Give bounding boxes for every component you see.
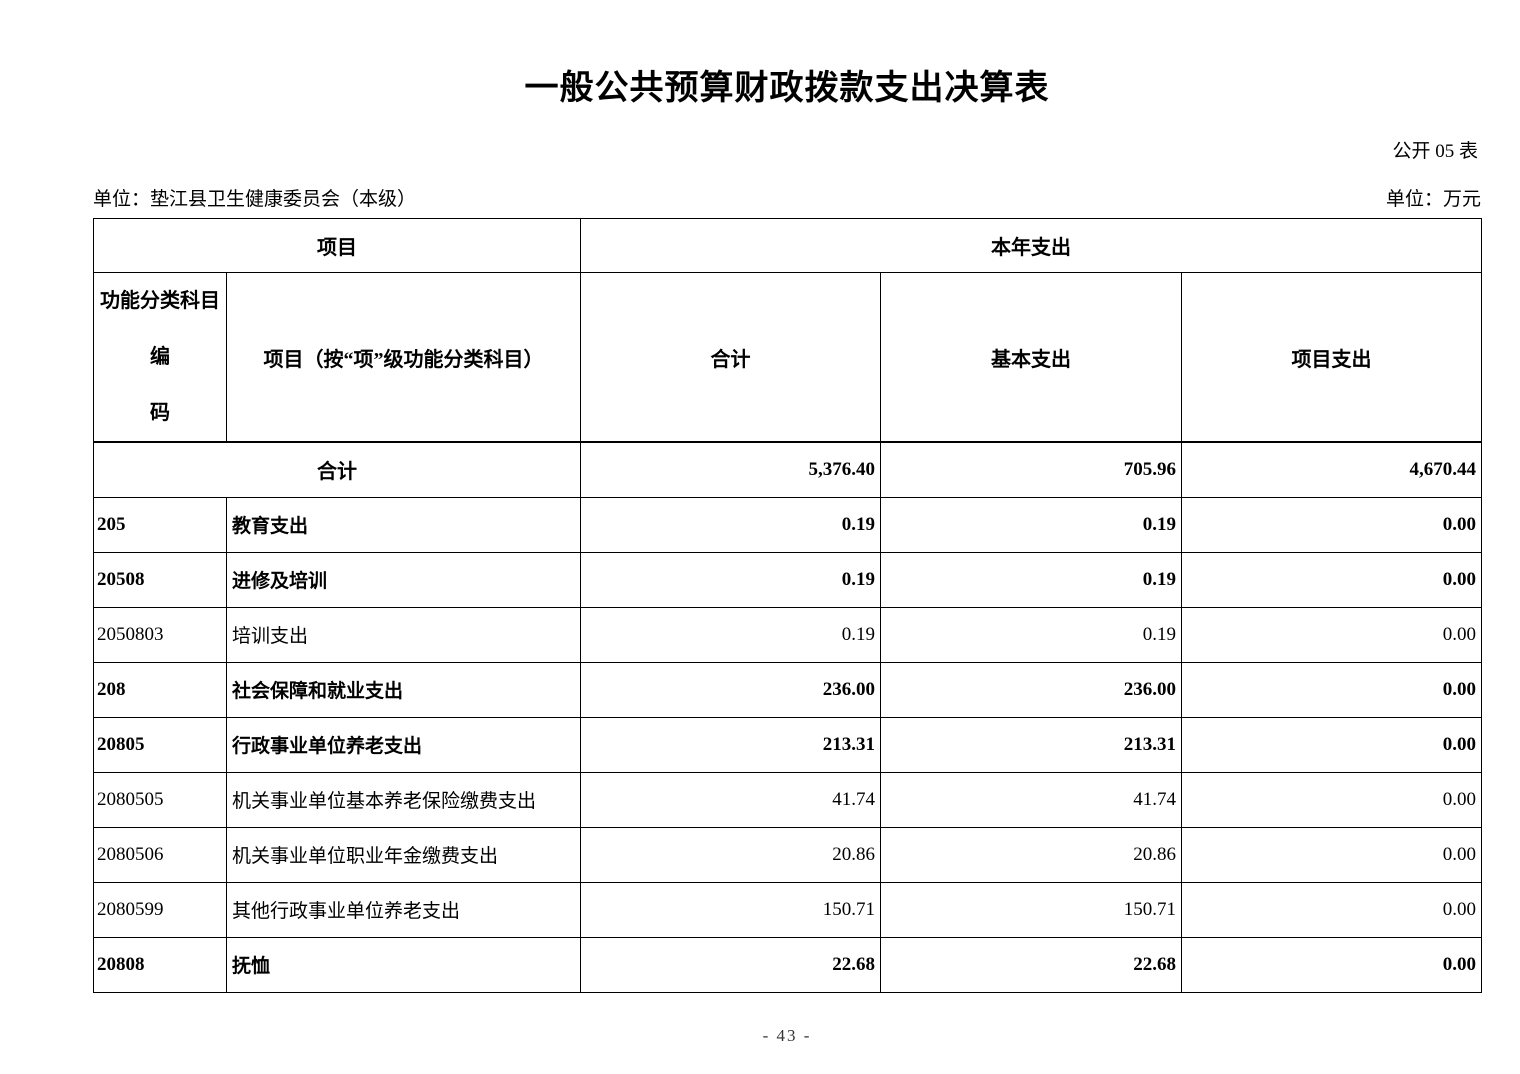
project-cell: 0.00 [1181, 716, 1482, 773]
project-cell: 4,670.44 [1181, 441, 1482, 498]
table-row: 2080506 机关事业单位职业年金缴费支出 20.86 20.86 0.00 [93, 826, 1482, 883]
page-number: - 43 - [762, 1026, 812, 1045]
header-item-group: 项目 [93, 218, 581, 273]
total-cell: 0.19 [580, 551, 881, 608]
page-title: 一般公共预算财政拨款支出决算表 [524, 70, 1050, 107]
total-cell: 236.00 [580, 661, 881, 718]
table-header-group-row: 项目 本年支出 [93, 218, 1482, 273]
header-total: 合计 [580, 272, 881, 443]
basic-cell: 41.74 [880, 771, 1182, 828]
expenditure-table: 项目 本年支出 功能分类科目编 码 项目（按“项”级功能分类科目） 合计 基本支… [93, 218, 1482, 993]
header-year-expenditure-group: 本年支出 [580, 218, 1482, 273]
item-name-cell: 行政事业单位养老支出 [226, 716, 581, 773]
total-cell: 0.19 [580, 496, 881, 553]
project-cell: 0.00 [1181, 551, 1482, 608]
basic-cell: 213.31 [880, 716, 1182, 773]
form-number: 公开 05 表 [1392, 141, 1478, 162]
unit-currency: 单位：万元 [1385, 189, 1481, 210]
table-row: 20508 进修及培训 0.19 0.19 0.00 [93, 551, 1482, 608]
table-row: 20805 行政事业单位养老支出 213.31 213.31 0.00 [93, 716, 1482, 773]
basic-cell: 22.68 [880, 936, 1182, 993]
total-cell: 5,376.40 [580, 441, 881, 498]
code-cell: 205 [93, 496, 227, 553]
total-cell: 150.71 [580, 881, 881, 938]
table-row: 205 教育支出 0.19 0.19 0.00 [93, 496, 1482, 553]
table-row: 2080599 其他行政事业单位养老支出 150.71 150.71 0.00 [93, 881, 1482, 938]
total-cell: 22.68 [580, 936, 881, 993]
item-name-cell: 教育支出 [226, 496, 581, 553]
project-cell: 0.00 [1181, 826, 1482, 883]
project-cell: 0.00 [1181, 771, 1482, 828]
header-basic-expenditure: 基本支出 [880, 272, 1182, 443]
item-name-cell: 进修及培训 [226, 551, 581, 608]
total-cell: 20.86 [580, 826, 881, 883]
basic-cell: 0.19 [880, 551, 1182, 608]
item-name-cell: 机关事业单位基本养老保险缴费支出 [226, 771, 581, 828]
code-cell: 2080599 [93, 881, 227, 938]
table-header-row: 功能分类科目编 码 项目（按“项”级功能分类科目） 合计 基本支出 项目支出 [93, 272, 1482, 443]
basic-cell: 705.96 [880, 441, 1182, 498]
project-cell: 0.00 [1181, 881, 1482, 938]
header-project-expenditure: 项目支出 [1181, 272, 1482, 443]
header-function-code: 功能分类科目编 码 [93, 272, 227, 443]
table-row: 208 社会保障和就业支出 236.00 236.00 0.00 [93, 661, 1482, 718]
table-row-total: 合计 5,376.40 705.96 4,670.44 [93, 441, 1482, 498]
basic-cell: 20.86 [880, 826, 1182, 883]
item-name-cell: 机关事业单位职业年金缴费支出 [226, 826, 581, 883]
basic-cell: 236.00 [880, 661, 1182, 718]
item-name-cell: 合计 [93, 441, 581, 498]
item-name-cell: 社会保障和就业支出 [226, 661, 581, 718]
item-name-cell: 培训支出 [226, 606, 581, 663]
unit-info-row: 单位：垫江县卫生健康委员会（本级） 单位：万元 [93, 184, 1481, 211]
header-item-by-category: 项目（按“项”级功能分类科目） [226, 272, 581, 443]
project-cell: 0.00 [1181, 936, 1482, 993]
code-cell: 208 [93, 661, 227, 718]
code-cell: 2080505 [93, 771, 227, 828]
table-row: 2050803 培训支出 0.19 0.19 0.00 [93, 606, 1482, 663]
item-name-cell: 其他行政事业单位养老支出 [226, 881, 581, 938]
item-name-cell: 抚恤 [226, 936, 581, 993]
project-cell: 0.00 [1181, 661, 1482, 718]
total-cell: 213.31 [580, 716, 881, 773]
project-cell: 0.00 [1181, 606, 1482, 663]
total-cell: 41.74 [580, 771, 881, 828]
code-cell: 20808 [93, 936, 227, 993]
basic-cell: 150.71 [880, 881, 1182, 938]
table-row: 2080505 机关事业单位基本养老保险缴费支出 41.74 41.74 0.0… [93, 771, 1482, 828]
project-cell: 0.00 [1181, 496, 1482, 553]
code-cell: 20508 [93, 551, 227, 608]
basic-cell: 0.19 [880, 606, 1182, 663]
code-cell: 20805 [93, 716, 227, 773]
total-cell: 0.19 [580, 606, 881, 663]
table-row: 20808 抚恤 22.68 22.68 0.00 [93, 936, 1482, 993]
unit-name: 单位：垫江县卫生健康委员会（本级） [93, 189, 417, 210]
code-cell: 2050803 [93, 606, 227, 663]
code-cell: 2080506 [93, 826, 227, 883]
basic-cell: 0.19 [880, 496, 1182, 553]
